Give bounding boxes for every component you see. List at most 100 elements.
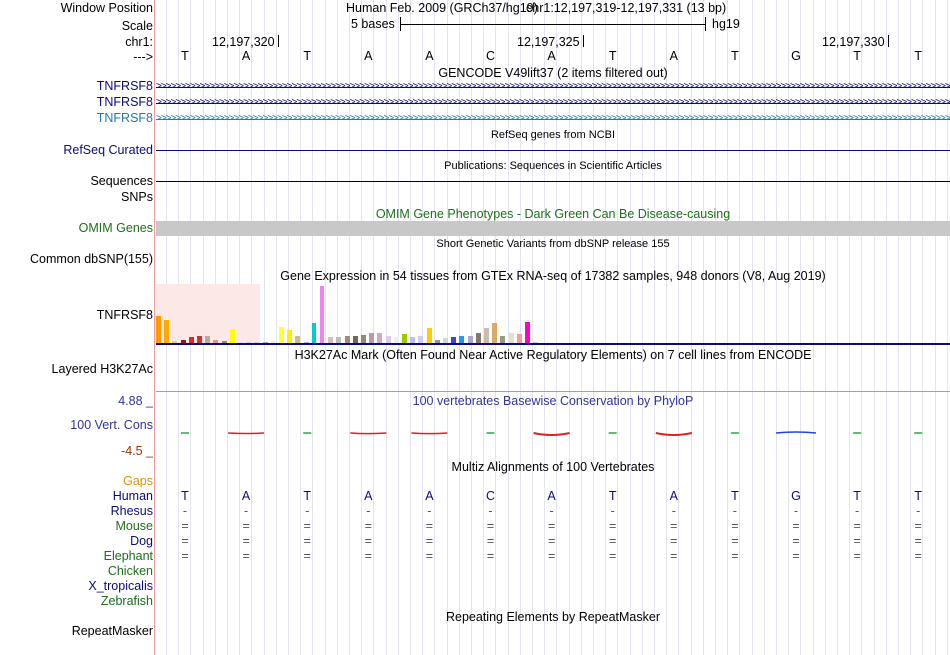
gtex-tissue-bar[interactable] xyxy=(328,337,334,343)
gtex-tissue-bar[interactable] xyxy=(426,328,432,343)
refseq-label[interactable]: RefSeq Curated xyxy=(63,143,153,157)
gtex-tissue-bar[interactable] xyxy=(385,336,391,343)
gtex-tissue-bar[interactable] xyxy=(475,333,481,343)
multiz-species-label[interactable]: Dog xyxy=(130,534,153,548)
gtex-tissue-bar[interactable] xyxy=(180,340,186,343)
publications-line[interactable] xyxy=(156,181,950,182)
gtex-tissue-bar[interactable] xyxy=(254,342,260,343)
dbsnp-title: Short Genetic Variants from dbSNP releas… xyxy=(436,238,670,250)
gtex-tissue-bar[interactable] xyxy=(164,320,170,343)
gtex-tissue-bar[interactable] xyxy=(320,286,324,343)
multiz-alignment-char: - xyxy=(427,504,432,518)
repeatmasker-title: Repeating Elements by RepeatMasker xyxy=(445,610,660,624)
gtex-tissue-bar[interactable] xyxy=(525,322,530,343)
gencode-gene-label[interactable]: TNFRSF8 xyxy=(96,79,153,93)
multiz-alignment-char: C xyxy=(485,489,496,503)
multiz-species-label[interactable]: Chicken xyxy=(107,564,153,578)
phylop-label[interactable]: 100 Vert. Cons xyxy=(70,418,153,432)
base-letter: T xyxy=(731,49,739,63)
gtex-tissue-bar[interactable] xyxy=(516,334,522,343)
multiz-species-label[interactable]: X_tropicalis xyxy=(88,579,153,593)
publications-label[interactable]: Sequences xyxy=(90,174,153,188)
gtex-tissue-bar[interactable] xyxy=(369,333,375,343)
coordinate-label-2: 12,197,325 xyxy=(517,35,584,49)
gtex-tissue-bar[interactable] xyxy=(418,336,424,343)
refseq-line[interactable] xyxy=(156,150,950,151)
gtex-tissue-bar[interactable] xyxy=(500,336,506,343)
position-text[interactable]: chr1:12,197,319-12,197,331 (13 bp) xyxy=(526,1,727,15)
gencode-gene-feature[interactable]: >>>>>>>>>>>>>>>>>>>>>>>>>>>>>>>>>>>>>>>>… xyxy=(156,114,950,124)
multiz-alignment-char: T xyxy=(303,489,311,503)
gtex-tissue-bar[interactable] xyxy=(508,333,514,343)
gtex-tissue-bar[interactable] xyxy=(402,334,407,343)
phylop-score-mark xyxy=(350,432,387,435)
gtex-tissue-bar[interactable] xyxy=(484,328,489,343)
gtex-label[interactable]: TNFRSF8 xyxy=(96,308,153,322)
phylop-score-mark xyxy=(228,432,265,435)
multiz-species-label[interactable]: Zebrafish xyxy=(100,594,153,608)
gtex-tissue-bar[interactable] xyxy=(262,342,268,343)
gtex-tissue-bar[interactable] xyxy=(221,341,227,343)
omim-feature-bar[interactable] xyxy=(156,221,950,236)
gtex-tissue-bar[interactable] xyxy=(393,337,399,343)
gtex-tissue-bar[interactable] xyxy=(443,338,448,343)
gencode-gene-feature[interactable]: >>>>>>>>>>>>>>>>>>>>>>>>>>>>>>>>>>>>>>>>… xyxy=(156,98,950,108)
base-letter: T xyxy=(303,49,311,63)
gtex-tissue-bar[interactable] xyxy=(336,337,342,343)
gtex-tissue-bar[interactable] xyxy=(270,341,276,343)
gtex-tissue-bar[interactable] xyxy=(295,336,301,343)
gtex-bar-plot[interactable] xyxy=(156,284,950,345)
gtex-tissue-bar[interactable] xyxy=(434,340,440,343)
gtex-tissue-bar[interactable] xyxy=(197,336,202,343)
gtex-tissue-bar[interactable] xyxy=(492,323,498,343)
gtex-tissue-bar[interactable] xyxy=(352,336,358,343)
phylop-score-mark xyxy=(775,431,817,434)
h3k27ac-baseline xyxy=(156,391,950,392)
dbsnp-label[interactable]: Common dbSNP(155) xyxy=(30,252,153,266)
gtex-tissue-bar[interactable] xyxy=(188,337,194,343)
multiz-species-label[interactable]: Human xyxy=(112,489,153,503)
gtex-tissue-bar[interactable] xyxy=(156,316,161,343)
multiz-species-label[interactable]: Mouse xyxy=(115,519,153,533)
omim-label[interactable]: OMIM Genes xyxy=(78,221,153,235)
multiz-alignment-char: = xyxy=(731,519,739,533)
gtex-tissue-bar[interactable] xyxy=(459,336,465,343)
gaps-label[interactable]: Gaps xyxy=(123,474,153,488)
gtex-tissue-bar[interactable] xyxy=(279,327,284,343)
repeatmasker-label[interactable]: RepeatMasker xyxy=(71,624,153,638)
gtex-tissue-bar[interactable] xyxy=(467,336,473,343)
multiz-alignment-char: = xyxy=(547,549,556,563)
gencode-gene-feature[interactable]: >>>>>>>>>>>>>>>>>>>>>>>>>>>>>>>>>>>>>>>>… xyxy=(156,82,950,92)
gencode-gene-label[interactable]: TNFRSF8 xyxy=(96,95,153,109)
multiz-species-label[interactable]: Rhesus xyxy=(110,504,153,518)
publications-title: Publications: Sequences in Scientific Ar… xyxy=(444,160,662,172)
gtex-tissue-bar[interactable] xyxy=(213,340,219,343)
gtex-tissue-bar[interactable] xyxy=(410,337,416,343)
gtex-tissue-bar[interactable] xyxy=(344,336,350,343)
gtex-tissue-bar[interactable] xyxy=(303,342,309,343)
phylop-score-mark xyxy=(411,432,448,435)
multiz-alignment-char: = xyxy=(486,519,495,533)
gtex-tissue-bar[interactable] xyxy=(205,336,211,343)
gtex-tissue-bar[interactable] xyxy=(311,323,316,343)
h3k27ac-label[interactable]: Layered H3K27Ac xyxy=(51,362,153,376)
gtex-tissue-bar[interactable] xyxy=(172,341,178,343)
gencode-gene-label[interactable]: TNFRSF8 xyxy=(96,111,153,125)
multiz-alignment-char: T xyxy=(914,489,922,503)
gtex-tissue-bar[interactable] xyxy=(287,330,293,343)
gtex-tissue-bar[interactable] xyxy=(246,342,252,343)
gtex-tissue-bar[interactable] xyxy=(238,342,243,343)
phylop-plot[interactable] xyxy=(156,400,950,460)
snps-label[interactable]: SNPs xyxy=(121,190,153,204)
multiz-alignment-char: = xyxy=(364,549,372,563)
multiz-alignment-char: = xyxy=(914,534,922,548)
gtex-tissue-bar[interactable] xyxy=(451,337,457,343)
gtex-tissue-bar[interactable] xyxy=(377,333,383,343)
gtex-tissue-bar[interactable] xyxy=(533,342,539,343)
multiz-species-label[interactable]: Elephant xyxy=(103,549,153,563)
gtex-tissue-bar[interactable] xyxy=(229,329,235,343)
multiz-alignment-char: = xyxy=(303,549,311,563)
assembly-text: Human Feb. 2009 (GRCh37/hg19) xyxy=(346,1,538,15)
gtex-tissue-bar[interactable] xyxy=(361,335,366,343)
